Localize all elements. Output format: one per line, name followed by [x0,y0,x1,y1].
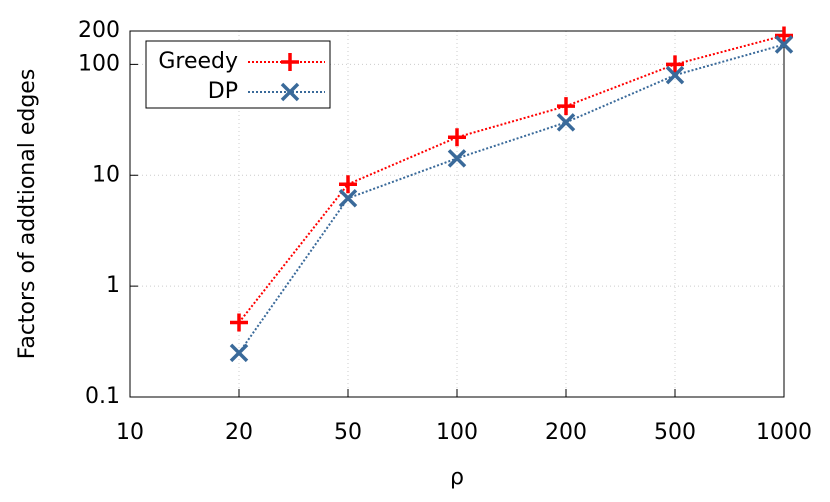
legend-label: Greedy [158,49,238,74]
marker [338,189,358,208]
y-tick-label: 0.1 [85,384,120,409]
legend: Greedy DP [145,40,331,109]
x-tick-label: 50 [334,420,362,445]
marker [448,128,466,147]
y-tick-label: 10 [92,162,120,187]
x-tick-label: 1000 [756,420,812,445]
marker [774,35,794,54]
marker [230,313,248,332]
x-tick-label: 200 [545,420,587,445]
legend-box [145,40,331,109]
y-axis-label: Factors of addtional edges [15,69,40,360]
y-tick-label: 1 [106,273,120,298]
x-tick-label: 100 [436,420,478,445]
marker [281,53,299,71]
marker [666,55,684,74]
plot-frame [129,30,785,398]
marker [775,26,793,45]
marker [447,149,467,168]
marker [280,82,300,102]
x-tick-label: 500 [654,420,696,445]
y-tick-label: 100 [78,51,120,76]
marker [665,65,685,85]
series-line [238,43,785,354]
marker [339,175,357,194]
marker [229,343,249,363]
x-tick-label: 10 [116,420,144,445]
x-tick-label: 20 [225,420,253,445]
y-tick-label: 200 [78,18,120,43]
x-axis-label: ρ [450,465,464,490]
marker [556,113,576,132]
legend-label: DP [208,79,238,104]
marker [557,97,575,116]
